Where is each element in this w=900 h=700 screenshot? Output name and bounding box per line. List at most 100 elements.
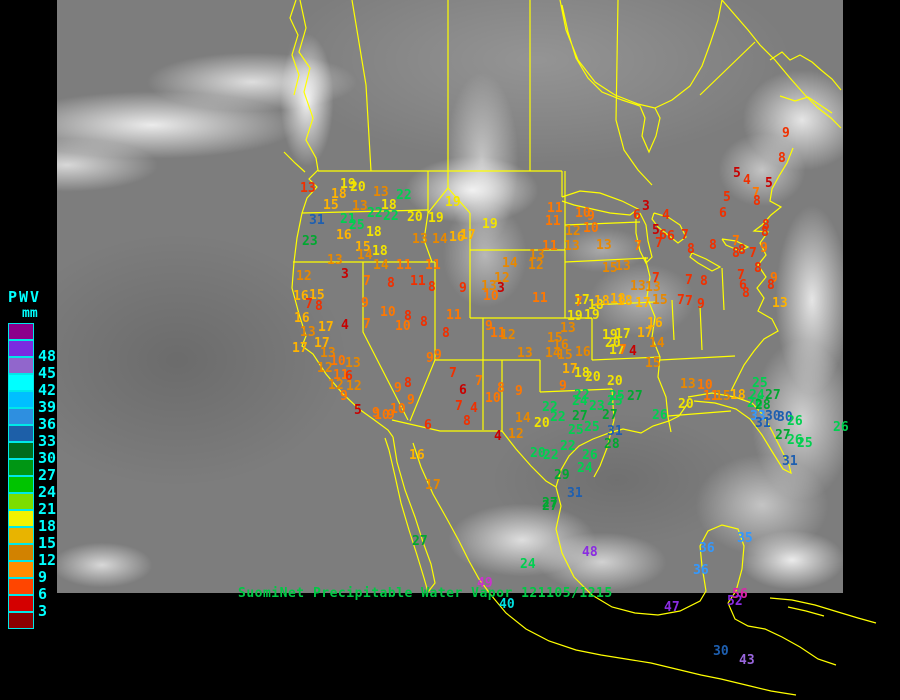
legend-entry: 6 xyxy=(8,578,47,602)
map-outline-path xyxy=(667,410,732,417)
station-value: 10 xyxy=(390,402,406,417)
station-value: 16 xyxy=(409,448,425,463)
station-value: 20 xyxy=(530,446,546,461)
station-value: 7 xyxy=(363,274,371,289)
map-outline-path xyxy=(561,190,640,216)
legend-swatch xyxy=(8,476,34,493)
station-value: 13 xyxy=(373,185,389,200)
legend-label: 27 xyxy=(38,466,57,484)
map-outline-path xyxy=(384,436,436,594)
station-value: 19 xyxy=(482,217,498,232)
station-value: 8 xyxy=(742,286,750,301)
station-value: 15 xyxy=(652,293,668,308)
station-value: 14 xyxy=(432,232,448,247)
station-value: 8 xyxy=(762,218,770,233)
legend-entry: 48 xyxy=(8,340,56,364)
station-value: 9 xyxy=(372,406,380,421)
map-outline-path xyxy=(659,355,736,361)
legend-swatch xyxy=(8,442,34,459)
station-value: 10 xyxy=(483,289,499,304)
station-value: 14 xyxy=(515,411,531,426)
station-value: 13 xyxy=(560,321,576,336)
station-value: 20 xyxy=(407,210,423,225)
station-value: 35 xyxy=(737,531,753,546)
map-outline-path xyxy=(539,388,613,393)
map-outline-path xyxy=(727,602,837,666)
station-value: 7 xyxy=(732,234,740,249)
station-value: 10 xyxy=(697,378,713,393)
station-value: 17 xyxy=(637,326,653,341)
station-value: 8 xyxy=(442,326,450,341)
station-value: 25 xyxy=(584,420,600,435)
station-value: 25 xyxy=(349,218,365,233)
station-value: 27 xyxy=(627,389,643,404)
station-value: 28 xyxy=(604,437,620,452)
map-outline-path xyxy=(301,209,429,214)
legend-entry: 30 xyxy=(8,442,56,466)
station-value: 15 xyxy=(645,356,661,371)
station-value: 43 xyxy=(739,653,755,668)
station-value: 15 xyxy=(715,389,731,404)
legend-title: PWV xyxy=(8,288,42,306)
station-value: 10 xyxy=(583,221,599,236)
map-outline-path xyxy=(654,0,723,109)
legend-entry xyxy=(8,612,41,630)
legend-swatch xyxy=(8,493,34,510)
station-value: 15 xyxy=(602,261,618,276)
station-value: 10 xyxy=(485,391,501,406)
legend-entry: 21 xyxy=(8,493,56,517)
station-value: 7 xyxy=(752,186,760,201)
station-value: 18 xyxy=(381,198,397,213)
map-outline-path xyxy=(687,392,792,475)
map-outline-path xyxy=(699,305,703,351)
legend-entry: 33 xyxy=(8,425,56,449)
station-value: 27 xyxy=(602,408,618,423)
station-value: 19 xyxy=(445,195,461,210)
station-value: 25 xyxy=(568,423,584,438)
map-outline-path xyxy=(555,486,745,616)
station-value: 31 xyxy=(782,454,798,469)
pwv-legend: PWV mm 48 45 42 39 36 33 30 27 24 21 18 15 12 9 6 3 xyxy=(8,288,56,630)
station-value: 17 xyxy=(318,320,334,335)
station-value: 17 xyxy=(314,336,330,351)
station-value: 48 xyxy=(582,545,598,560)
station-value: 18 xyxy=(574,366,590,381)
station-value: 9 xyxy=(394,381,402,396)
station-value: 17 xyxy=(609,343,625,358)
station-value: 25 xyxy=(752,376,768,391)
station-value: 3 xyxy=(642,199,650,214)
station-value: 11 xyxy=(396,258,412,273)
station-value: 22 xyxy=(396,188,412,203)
station-value: 4 xyxy=(494,429,502,444)
station-value: 12 xyxy=(296,269,312,284)
legend-entry: 36 xyxy=(8,408,56,432)
station-value: 3 xyxy=(341,267,349,282)
station-value: 14 xyxy=(502,256,518,271)
legend-label: 18 xyxy=(38,517,57,535)
station-value: 19 xyxy=(567,309,583,324)
station-value: 9 xyxy=(340,389,348,404)
station-value: 24 xyxy=(577,461,593,476)
map-outline-path xyxy=(779,95,833,114)
station-value: 36 xyxy=(693,563,709,578)
station-value: 8 xyxy=(315,299,323,314)
station-value: 13 xyxy=(481,279,497,294)
station-value: 11 xyxy=(703,389,719,404)
station-value: 8 xyxy=(428,280,436,295)
map-outline-path xyxy=(501,430,557,488)
legend-label: 30 xyxy=(38,449,57,467)
legend-swatch xyxy=(8,340,34,357)
station-value: 9 xyxy=(459,281,467,296)
map-outline-path xyxy=(564,257,649,263)
legend-swatch xyxy=(8,544,34,561)
station-value: 12 xyxy=(317,361,333,376)
legend-swatches: 48 45 42 39 36 33 30 27 24 21 18 15 12 9 6 3 xyxy=(8,323,56,630)
station-value: 8 xyxy=(709,238,717,253)
station-value: 20 xyxy=(534,416,550,431)
legend-label: 33 xyxy=(38,432,57,450)
station-value: 8 xyxy=(387,276,395,291)
legend-label: 36 xyxy=(38,415,57,433)
station-value: 8 xyxy=(767,278,775,293)
station-value: 27 xyxy=(412,534,428,549)
